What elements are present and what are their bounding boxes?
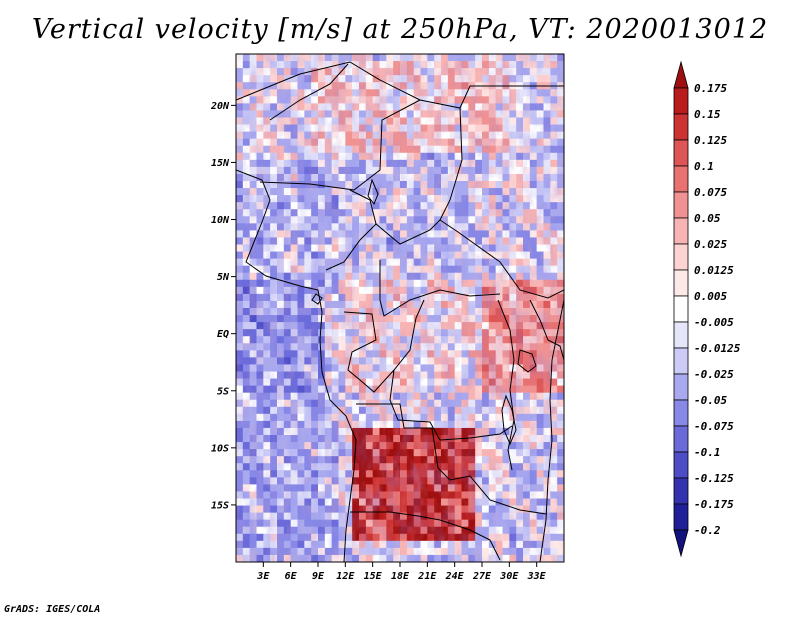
colorbar-swatch (673, 373, 689, 401)
colorbar-swatch (673, 243, 689, 271)
lake-2 (517, 349, 537, 373)
x-axis: 3E 6E 9E 12E 15E 18E 21E 24E 27E 30E 33E (256, 562, 547, 582)
country-borders (236, 61, 564, 562)
x-tick-label: 21E (417, 571, 437, 582)
y-axis: 20N 15N 10N 5N EQ 5S 10S 15S (210, 101, 236, 511)
border-sahel-1 (259, 99, 421, 191)
border-congo-2 (389, 369, 513, 441)
border-sahel-3 (439, 107, 564, 299)
colorbar-label: -0.05 (694, 394, 727, 407)
x-tick-label: 3E (256, 571, 270, 582)
colorbar-label: 0.125 (694, 134, 727, 147)
grads-credit: GrADS: IGES/COLA (4, 604, 101, 615)
colorbar-swatch (673, 399, 689, 427)
colorbar-label: 0.005 (694, 290, 727, 303)
x-tick-label: 6E (285, 571, 298, 582)
colorbar-label: -0.005 (694, 316, 734, 329)
border-north-1 (236, 61, 564, 109)
coastline-east (539, 299, 564, 562)
lake-1 (501, 394, 517, 446)
border-north-2 (269, 63, 349, 121)
border-east-1 (497, 299, 515, 471)
border-south-1 (350, 511, 501, 561)
colorbar-swatch (673, 347, 689, 375)
y-tick-label: EQ (217, 329, 229, 340)
colorbar-label: -0.1 (694, 446, 721, 459)
y-tick-label: 5N (217, 272, 230, 283)
colorbar-swatch (673, 191, 689, 219)
colorbar-swatch (673, 529, 689, 558)
y-tick-label: 15S (211, 500, 229, 511)
x-tick-label: 27E (472, 571, 492, 582)
colorbar-swatch (673, 113, 689, 141)
colorbar-swatch (673, 477, 689, 505)
colorbar-label: -0.2 (694, 524, 721, 537)
colorbar-label: 0.0125 (694, 264, 734, 277)
border-central-1 (375, 219, 441, 245)
y-tick-label: 5S (217, 386, 229, 397)
colorbar-swatch (673, 321, 689, 349)
colorbar-label: 0.15 (694, 108, 721, 121)
y-tick-label: 10N (211, 215, 230, 226)
x-tick-label: 15E (364, 571, 383, 582)
border-central-2 (379, 260, 501, 317)
colorbar: 0.175 0.15 0.125 0.1 0.075 0.05 0.025 0.0125 0.0… (673, 60, 741, 558)
border-angola (356, 403, 547, 515)
colorbar-label: 0.175 (694, 82, 727, 95)
x-tick-label: 12E (336, 571, 355, 582)
colorbar-swatch (673, 295, 689, 323)
island-1 (311, 293, 323, 305)
texture-overlay-red (236, 54, 564, 562)
colorbar-swatch (673, 165, 689, 193)
colorbar-label: 0.1 (694, 160, 714, 173)
colorbar-label: 0.075 (694, 186, 727, 199)
coastline-west (236, 169, 357, 562)
border-congo-1 (343, 299, 425, 393)
colorbar-swatch (673, 269, 689, 297)
colorbar-swatch (673, 217, 689, 245)
colorbar-swatch (673, 139, 689, 167)
x-tick-label: 9E (312, 571, 325, 582)
x-tick-label: 18E (391, 571, 410, 582)
colorbar-label: -0.125 (694, 472, 734, 485)
colorbar-swatch (673, 425, 689, 453)
colorbar-label: -0.0125 (694, 342, 741, 355)
colorbar-label: -0.175 (694, 498, 734, 511)
border-sahel-2 (325, 189, 377, 271)
colorbar-swatch (673, 87, 689, 115)
colorbar-label: 0.05 (694, 212, 721, 225)
colorbar-label: 0.025 (694, 238, 727, 251)
x-tick-label: 30E (499, 571, 519, 582)
border-east-2 (529, 299, 564, 361)
colorbar-label: -0.075 (694, 420, 734, 433)
x-tick-label: 24E (445, 571, 465, 582)
y-tick-label: 10S (211, 443, 229, 454)
colorbar-label: -0.025 (694, 368, 734, 381)
colorbar-swatch (673, 503, 689, 531)
chart-title: Vertical velocity [m/s] at 250hPa, VT: 2… (31, 14, 769, 45)
map-area (236, 54, 564, 562)
lake-3 (367, 178, 379, 206)
y-tick-label: 20N (210, 101, 230, 112)
colorbar-swatch (673, 451, 689, 479)
x-tick-label: 33E (527, 571, 547, 582)
colorbar-swatch (673, 60, 689, 89)
y-tick-label: 15N (211, 158, 230, 169)
